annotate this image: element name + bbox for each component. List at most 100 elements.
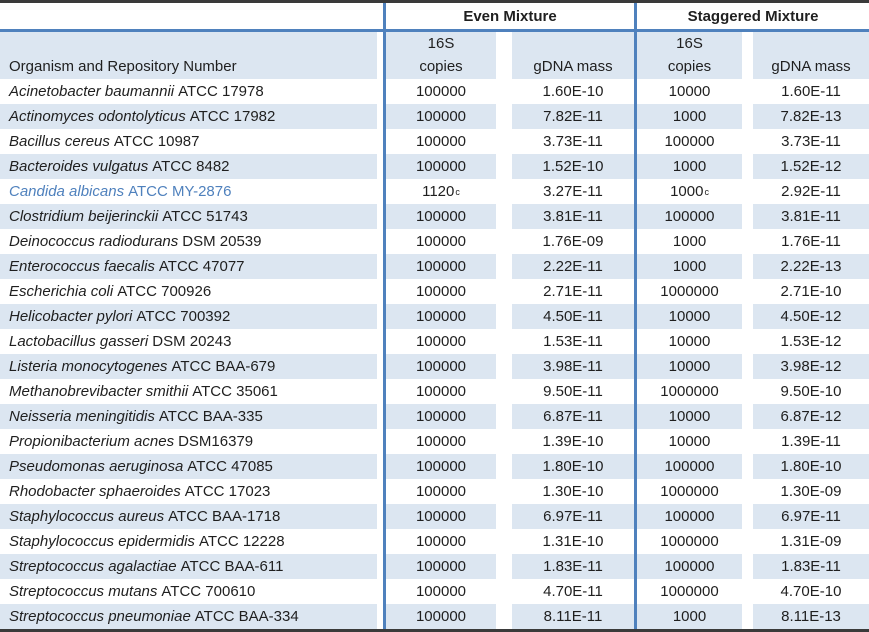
column-divider bbox=[634, 129, 637, 154]
repository-number: ATCC BAA-334 bbox=[194, 608, 299, 625]
even-gdna-mass-cell: 2.71E-11 bbox=[512, 279, 634, 304]
even-gdna-mass-header: gDNA mass bbox=[512, 54, 634, 79]
staggered-gdna-mass-cell: 3.73E-11 bbox=[753, 129, 869, 154]
staggered-gdna-mass-cell: 1.30E-09 bbox=[753, 479, 869, 504]
even-gdna-mass-cell: 6.97E-11 bbox=[512, 504, 634, 529]
staggered-gdna-mass-cell: 1.80E-10 bbox=[753, 454, 869, 479]
repository-number: ATCC 700926 bbox=[117, 283, 212, 300]
column-divider bbox=[634, 54, 637, 79]
staggered-gdna-mass-cell: 1.52E-12 bbox=[753, 154, 869, 179]
spacer bbox=[742, 579, 753, 604]
table-body: Acinetobacter baumannii ATCC 17978 100000 1… bbox=[0, 79, 869, 629]
even-16s-copies-cell: 100000 bbox=[386, 104, 496, 129]
spacer bbox=[496, 379, 512, 404]
table-row: Escherichia coli ATCC 700926 100000 2.71E-1… bbox=[0, 279, 869, 304]
spacer bbox=[742, 54, 753, 79]
spacer bbox=[742, 554, 753, 579]
repository-number: ATCC 17023 bbox=[184, 483, 271, 500]
table-row: Clostridium beijerinckii ATCC 51743 100000… bbox=[0, 204, 869, 229]
table-row: Streptococcus mutans ATCC 700610 100000 4.7… bbox=[0, 579, 869, 604]
even-gdna-mass-cell: 1.60E-10 bbox=[512, 79, 634, 104]
column-divider bbox=[383, 129, 386, 154]
even-16s-copies-cell: 100000 bbox=[386, 329, 496, 354]
column-divider bbox=[383, 529, 386, 554]
even-gdna-mass-cell: 1.31E-10 bbox=[512, 529, 634, 554]
even-16s-copies-cell: 100000 bbox=[386, 529, 496, 554]
column-divider bbox=[383, 32, 386, 54]
staggered-16s-copies-cell: 100000 bbox=[637, 454, 742, 479]
repository-number: ATCC 700392 bbox=[136, 308, 231, 325]
repository-number: ATCC 47077 bbox=[158, 258, 245, 275]
staggered-16s-copies-cell: 1000000 bbox=[637, 279, 742, 304]
spacer bbox=[496, 54, 512, 79]
table-row: Candida albicans ATCC MY-2876 1120 c 3.27E-1… bbox=[0, 179, 869, 204]
column-divider bbox=[383, 379, 386, 404]
species-name: Staphylococcus epidermidis bbox=[9, 533, 195, 550]
repository-number: ATCC 8482 bbox=[152, 158, 230, 175]
species-name: Propionibacterium acnes bbox=[9, 433, 175, 450]
species-name: Acinetobacter baumannii bbox=[9, 83, 175, 100]
spacer bbox=[496, 479, 512, 504]
staggered-16s-copies-cell: 10000 bbox=[637, 429, 742, 454]
organism-cell: Listeria monocytogenes ATCC BAA-679 bbox=[0, 354, 377, 379]
table-row: Staphylococcus aureus ATCC BAA-1718 100000… bbox=[0, 504, 869, 529]
spacer bbox=[377, 404, 383, 429]
even-16s-copies-cell: 100000 bbox=[386, 604, 496, 629]
column-divider bbox=[383, 504, 386, 529]
spacer bbox=[496, 104, 512, 129]
table-row: Methanobrevibacter smithii ATCC 35061 1000… bbox=[0, 379, 869, 404]
spacer bbox=[742, 504, 753, 529]
spacer bbox=[377, 32, 383, 54]
column-divider bbox=[634, 154, 637, 179]
staggered-gdna-mass-cell: 3.81E-11 bbox=[753, 204, 869, 229]
table-row: Pseudomonas aeruginosa ATCC 47085 100000 1.… bbox=[0, 454, 869, 479]
spacer bbox=[742, 79, 753, 104]
table-row: Enterococcus faecalis ATCC 47077 100000 2.2… bbox=[0, 254, 869, 279]
staggered-16s-copies-cell: 1000000 bbox=[637, 529, 742, 554]
staggered-16s-copies-cell: 100000 bbox=[637, 554, 742, 579]
spacer bbox=[496, 554, 512, 579]
column-divider bbox=[634, 404, 637, 429]
spacer bbox=[377, 279, 383, 304]
spacer bbox=[377, 454, 383, 479]
spacer bbox=[377, 54, 383, 79]
spacer bbox=[742, 454, 753, 479]
table-row: Listeria monocytogenes ATCC BAA-679 100000… bbox=[0, 354, 869, 379]
even-16s-copies-cell: 100000 bbox=[386, 479, 496, 504]
spacer bbox=[377, 479, 383, 504]
column-divider bbox=[634, 3, 637, 29]
repository-number: ATCC 10987 bbox=[113, 133, 200, 150]
organism-cell: Staphylococcus epidermidis ATCC 12228 bbox=[0, 529, 377, 554]
even-gdna-mass-cell: 1.30E-10 bbox=[512, 479, 634, 504]
staggered-16s-copies-cell: 1000 bbox=[637, 154, 742, 179]
spacer bbox=[377, 229, 383, 254]
staggered-16s-copies-cell: 1000 bbox=[637, 254, 742, 279]
organism-cell: Neisseria meningitidis ATCC BAA-335 bbox=[0, 404, 377, 429]
even-16s-copies-cell: 100000 bbox=[386, 304, 496, 329]
species-name: Bacillus cereus bbox=[9, 133, 110, 150]
even-gdna-mass-cell: 3.27E-11 bbox=[512, 179, 634, 204]
spacer bbox=[742, 379, 753, 404]
staggered-16s-copies-cell: 100000 bbox=[637, 504, 742, 529]
staggered-16s-copies-cell: 1000 bbox=[637, 604, 742, 629]
organism-cell: Deinococcus radiodurans DSM 20539 bbox=[0, 229, 377, 254]
column-divider bbox=[383, 179, 386, 204]
even-16s-copies-cell: 100000 bbox=[386, 279, 496, 304]
staggered-gdna-mass-header: gDNA mass bbox=[753, 54, 869, 79]
spacer bbox=[377, 204, 383, 229]
even-gdna-mass-cell: 7.82E-11 bbox=[512, 104, 634, 129]
even-16s-header: 16S bbox=[386, 32, 496, 54]
table-row: Neisseria meningitidis ATCC BAA-335 100000… bbox=[0, 404, 869, 429]
staggered-16s-copies-cell: 1000 bbox=[637, 104, 742, 129]
spacer bbox=[742, 154, 753, 179]
column-divider bbox=[383, 454, 386, 479]
column-divider bbox=[383, 204, 386, 229]
column-divider bbox=[383, 104, 386, 129]
spacer bbox=[496, 529, 512, 554]
column-divider bbox=[383, 429, 386, 454]
column-divider bbox=[383, 304, 386, 329]
column-divider bbox=[634, 379, 637, 404]
even-16s-copies-cell: 100000 bbox=[386, 229, 496, 254]
species-name: Rhodobacter sphaeroides bbox=[9, 483, 181, 500]
organism-cell: Helicobacter pylori ATCC 700392 bbox=[0, 304, 377, 329]
